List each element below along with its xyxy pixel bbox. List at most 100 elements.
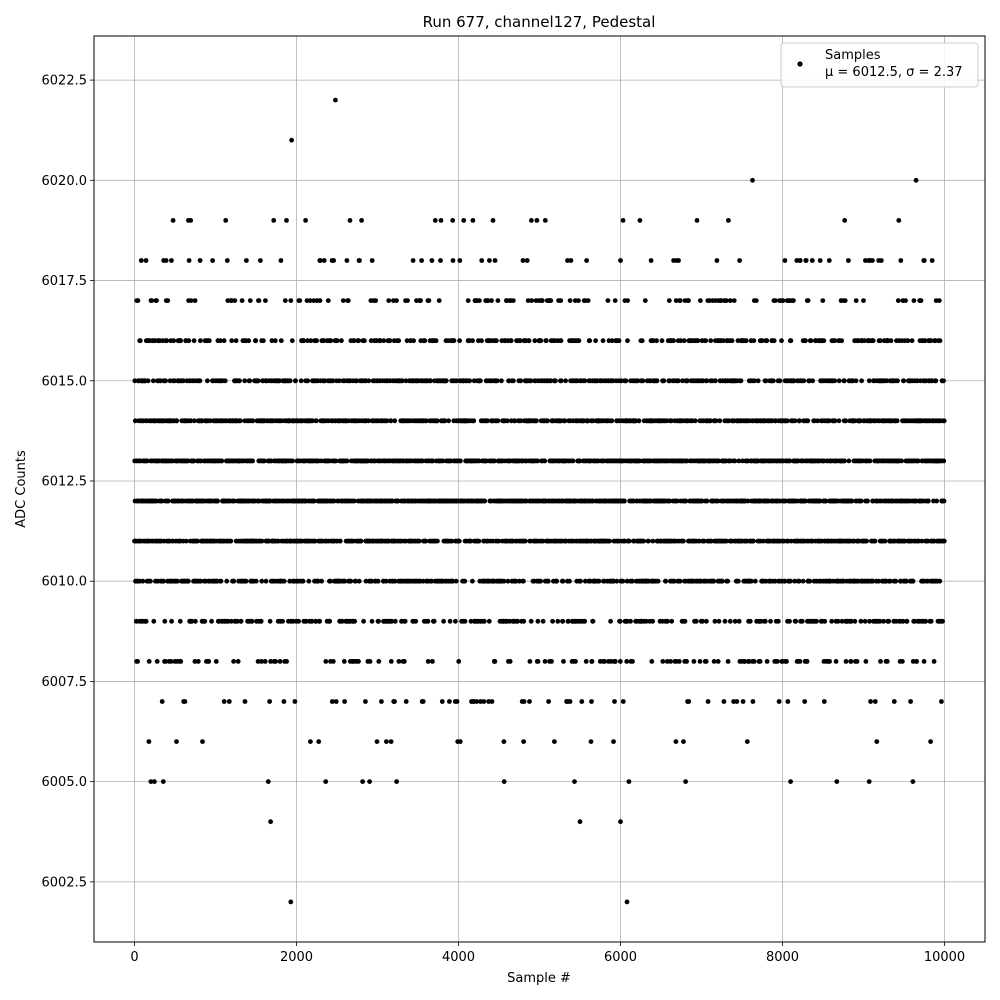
data-point — [215, 498, 221, 504]
data-point — [327, 618, 333, 624]
data-point — [661, 378, 667, 384]
data-point — [521, 699, 527, 704]
data-point — [223, 218, 229, 223]
data-point — [369, 618, 375, 624]
data-point — [626, 538, 632, 544]
data-point — [314, 338, 319, 344]
data-point — [277, 378, 282, 384]
data-point — [439, 699, 445, 704]
data-point — [144, 458, 150, 464]
data-point — [314, 418, 319, 424]
data-point — [292, 699, 298, 704]
data-point — [829, 618, 835, 624]
data-point — [782, 258, 788, 263]
data-point — [191, 418, 197, 424]
data-point — [900, 659, 905, 664]
data-point — [296, 618, 301, 624]
data-point — [540, 618, 546, 624]
x-tick-label: 4000 — [442, 950, 475, 965]
data-point — [340, 298, 346, 303]
data-point — [181, 378, 186, 384]
data-point — [501, 578, 507, 584]
data-point — [681, 338, 687, 344]
data-point — [590, 618, 596, 624]
x-tick-label: 2000 — [280, 950, 313, 965]
legend-label: Samples — [825, 48, 881, 63]
data-point — [518, 378, 524, 384]
data-point — [174, 739, 179, 744]
data-point — [542, 659, 548, 664]
data-point — [905, 338, 911, 344]
data-point — [725, 578, 731, 584]
data-point — [659, 338, 665, 344]
data-point — [403, 699, 409, 704]
data-point — [202, 618, 208, 624]
data-point — [914, 659, 919, 664]
data-point — [513, 578, 519, 584]
data-point — [800, 578, 806, 584]
data-point — [495, 298, 501, 303]
data-point — [715, 659, 721, 664]
data-point — [660, 659, 666, 664]
data-point — [570, 458, 576, 464]
data-point — [293, 378, 298, 384]
data-point — [384, 739, 389, 744]
data-point — [185, 458, 191, 464]
data-point — [846, 458, 852, 464]
data-point — [545, 418, 550, 424]
data-point — [425, 659, 431, 664]
data-point — [852, 618, 858, 624]
data-point — [388, 418, 394, 424]
data-point — [137, 338, 143, 344]
data-point — [402, 618, 408, 624]
data-point — [367, 779, 372, 784]
data-point — [563, 378, 568, 384]
data-point — [265, 779, 271, 784]
data-point — [351, 498, 357, 504]
data-point — [534, 418, 539, 424]
data-point — [330, 378, 336, 384]
data-point — [339, 338, 344, 344]
data-point — [478, 699, 483, 704]
data-point — [413, 618, 419, 624]
data-point — [394, 779, 399, 784]
data-point — [429, 578, 435, 584]
data-point — [188, 298, 194, 303]
data-point — [521, 618, 527, 624]
data-point — [258, 258, 263, 263]
data-point — [750, 699, 756, 704]
data-point — [310, 418, 315, 424]
data-point — [259, 578, 265, 584]
data-point — [369, 578, 375, 584]
data-point — [481, 618, 487, 624]
data-point — [785, 699, 791, 704]
data-point — [367, 659, 373, 664]
y-tick-label: 6020.0 — [42, 174, 88, 189]
data-points — [132, 97, 947, 905]
data-point — [510, 298, 516, 303]
data-point — [273, 659, 278, 664]
data-point — [836, 418, 842, 424]
x-tick-label: 0 — [130, 950, 138, 965]
data-point — [683, 779, 688, 784]
data-point — [336, 378, 342, 384]
data-point — [388, 659, 394, 664]
data-point — [161, 578, 166, 584]
data-point — [494, 378, 500, 384]
data-point — [457, 739, 463, 744]
data-point — [903, 298, 908, 303]
data-point — [515, 618, 520, 624]
data-point — [429, 258, 435, 263]
data-point — [490, 218, 496, 223]
data-point — [183, 538, 189, 544]
data-point — [361, 618, 366, 624]
data-point — [578, 578, 583, 584]
data-point — [163, 378, 169, 384]
data-point — [396, 338, 402, 344]
y-tick-label: 6002.5 — [42, 875, 88, 890]
data-point — [501, 739, 507, 744]
data-point — [377, 338, 383, 344]
data-point — [328, 578, 333, 584]
data-point — [762, 618, 768, 624]
data-point — [675, 378, 681, 384]
